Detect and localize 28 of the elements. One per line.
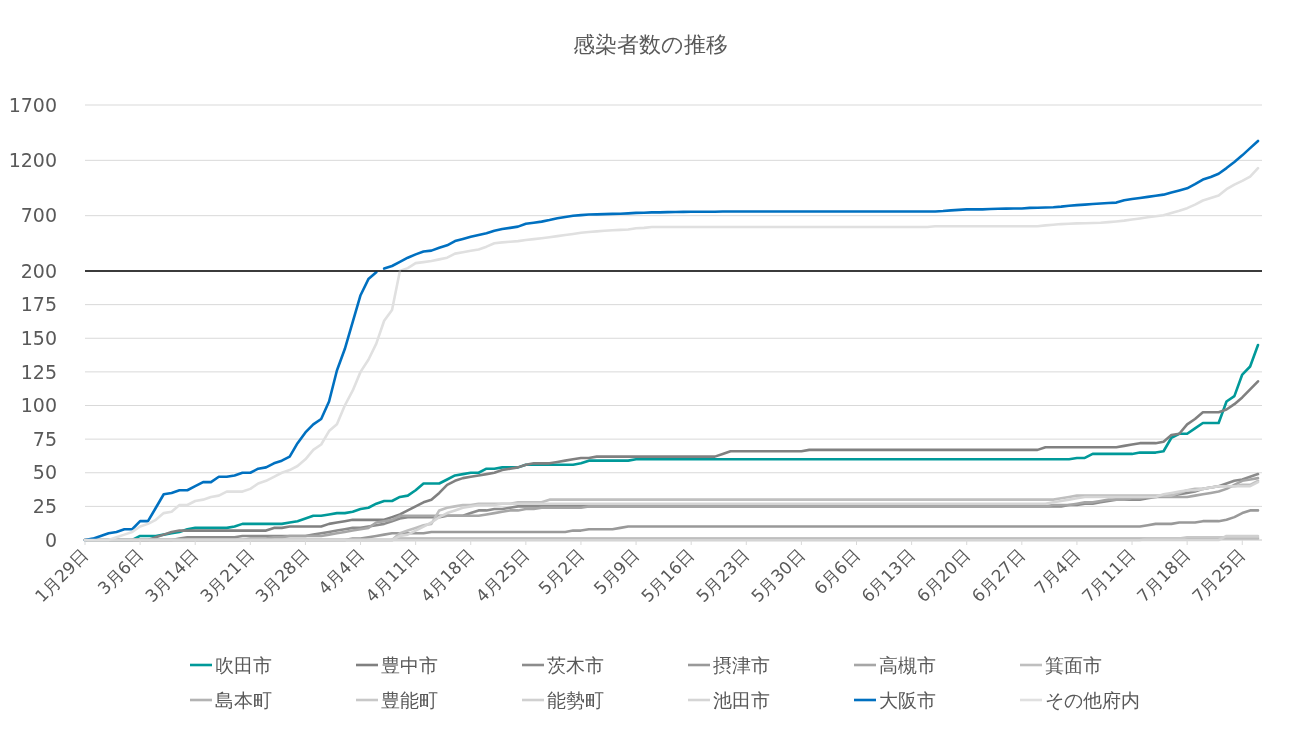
legend-label: 高槻市 [879,653,936,676]
y-tick-label: 200 [20,259,57,282]
legend-label: 豊中市 [381,653,438,676]
legend-label: 池田市 [713,688,770,711]
y-tick-label: 75 [32,427,57,450]
y-tick-label: 0 [44,528,57,551]
x-tick-label: 5月2日 [534,544,588,599]
legend-label: 吹田市 [215,653,272,676]
y-tick-label: 125 [20,360,57,383]
y-tick-label: 700 [20,204,57,227]
y-tick-label: 100 [20,394,57,417]
y-tick-label: 175 [20,293,57,316]
y-tick-label: 50 [32,461,57,484]
legend-label: 箕面市 [1045,653,1102,676]
legend-label: 豊能町 [381,688,438,711]
x-tick-label: 4月4日 [314,544,368,599]
chart-title: 感染者数の推移 [572,32,728,57]
y-tick-label: 150 [20,326,57,349]
legend-label: 能勢町 [547,688,604,711]
legend-label: 島本町 [215,688,272,711]
legend-label: 摂津市 [713,653,770,676]
y-tick-label: 1700 [8,93,57,116]
legend-label: 茨木市 [547,653,604,676]
legend-label: その他府内 [1045,688,1140,711]
y-tick-label: 1200 [8,148,57,171]
x-tick-label: 6月6日 [810,544,864,599]
legend-label: 大阪市 [879,688,936,711]
y-tick-label: 25 [32,495,57,518]
